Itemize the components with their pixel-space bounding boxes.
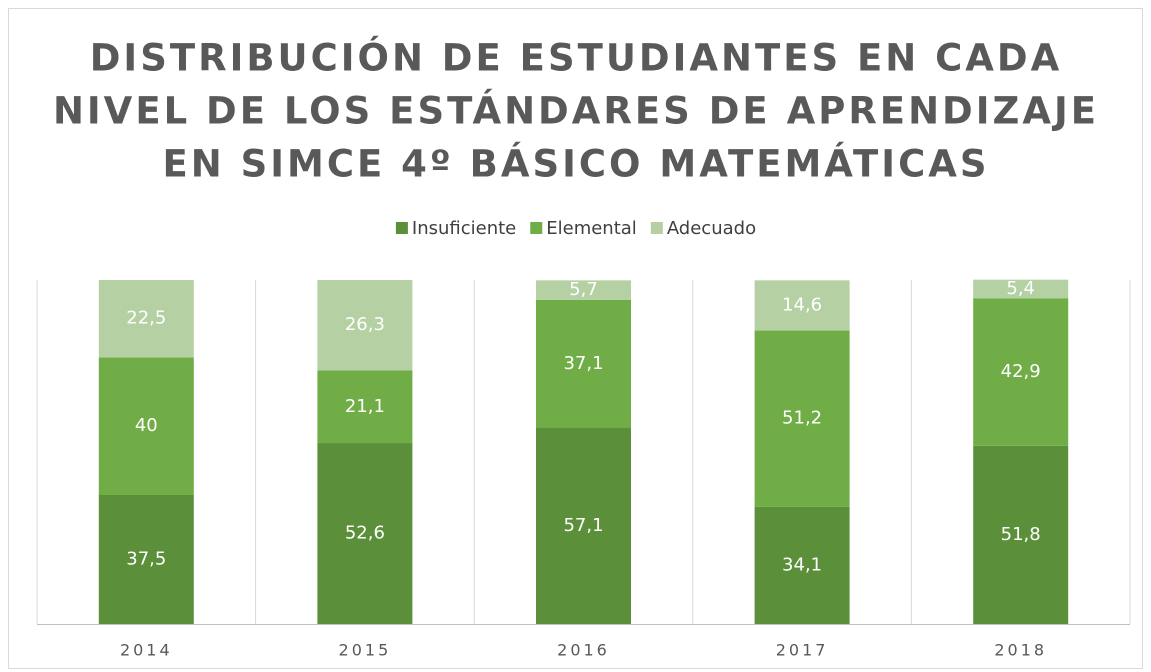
data-label: 14,6 — [782, 294, 822, 315]
x-tick-label: 2017 — [776, 641, 829, 660]
bar-segment — [754, 506, 850, 624]
data-label: 51,2 — [782, 408, 822, 429]
data-label: 34,1 — [782, 554, 822, 575]
bar-segment — [973, 298, 1069, 446]
x-tick-label: 2016 — [557, 641, 610, 660]
x-tick-label: 2018 — [994, 641, 1047, 660]
bar-segment — [98, 280, 194, 358]
bar-segment — [98, 357, 194, 495]
data-label: 42,9 — [1001, 361, 1041, 382]
bar-segment — [754, 330, 850, 507]
bar-segment — [536, 299, 631, 428]
data-label: 26,3 — [345, 314, 385, 335]
bar-segment — [317, 280, 413, 371]
x-tick-label: 2014 — [120, 641, 173, 660]
data-label: 22,5 — [126, 308, 166, 329]
legend-swatch — [650, 222, 663, 234]
bar-segment — [98, 495, 194, 624]
data-label: 5,7 — [569, 279, 598, 300]
legend-swatch — [530, 222, 543, 234]
legend-label: Insuficiente — [412, 218, 516, 239]
data-label: 57,1 — [563, 515, 603, 536]
data-label: 37,1 — [563, 353, 603, 374]
x-tick-label: 2015 — [339, 641, 392, 660]
data-label: 51,8 — [1001, 524, 1041, 545]
legend-label: Adecuado — [667, 218, 756, 239]
data-label: 21,1 — [345, 396, 385, 417]
data-label: 52,6 — [345, 523, 385, 544]
bar-segment — [973, 279, 1069, 299]
legend-label: Elemental — [546, 218, 637, 239]
chart-title: EN SIMCE 4º BÁSICO MATEMÁTICAS — [162, 142, 989, 186]
data-label: 40 — [135, 415, 158, 436]
chart-title: DISTRIBUCIÓN DE ESTUDIANTES EN CADA — [90, 36, 1063, 80]
legend-swatch — [395, 222, 408, 234]
bar-segment — [317, 443, 413, 624]
bar-segment — [973, 445, 1069, 624]
bar-segment — [317, 370, 413, 444]
bar-segment — [536, 280, 631, 300]
data-label: 5,4 — [1006, 278, 1035, 299]
bar-segment — [536, 427, 631, 624]
chart-title: NIVEL DE LOS ESTÁNDARES DE APRENDIZAJE — [53, 89, 1099, 133]
data-label: 37,5 — [126, 549, 166, 570]
bar-segment — [754, 280, 850, 331]
